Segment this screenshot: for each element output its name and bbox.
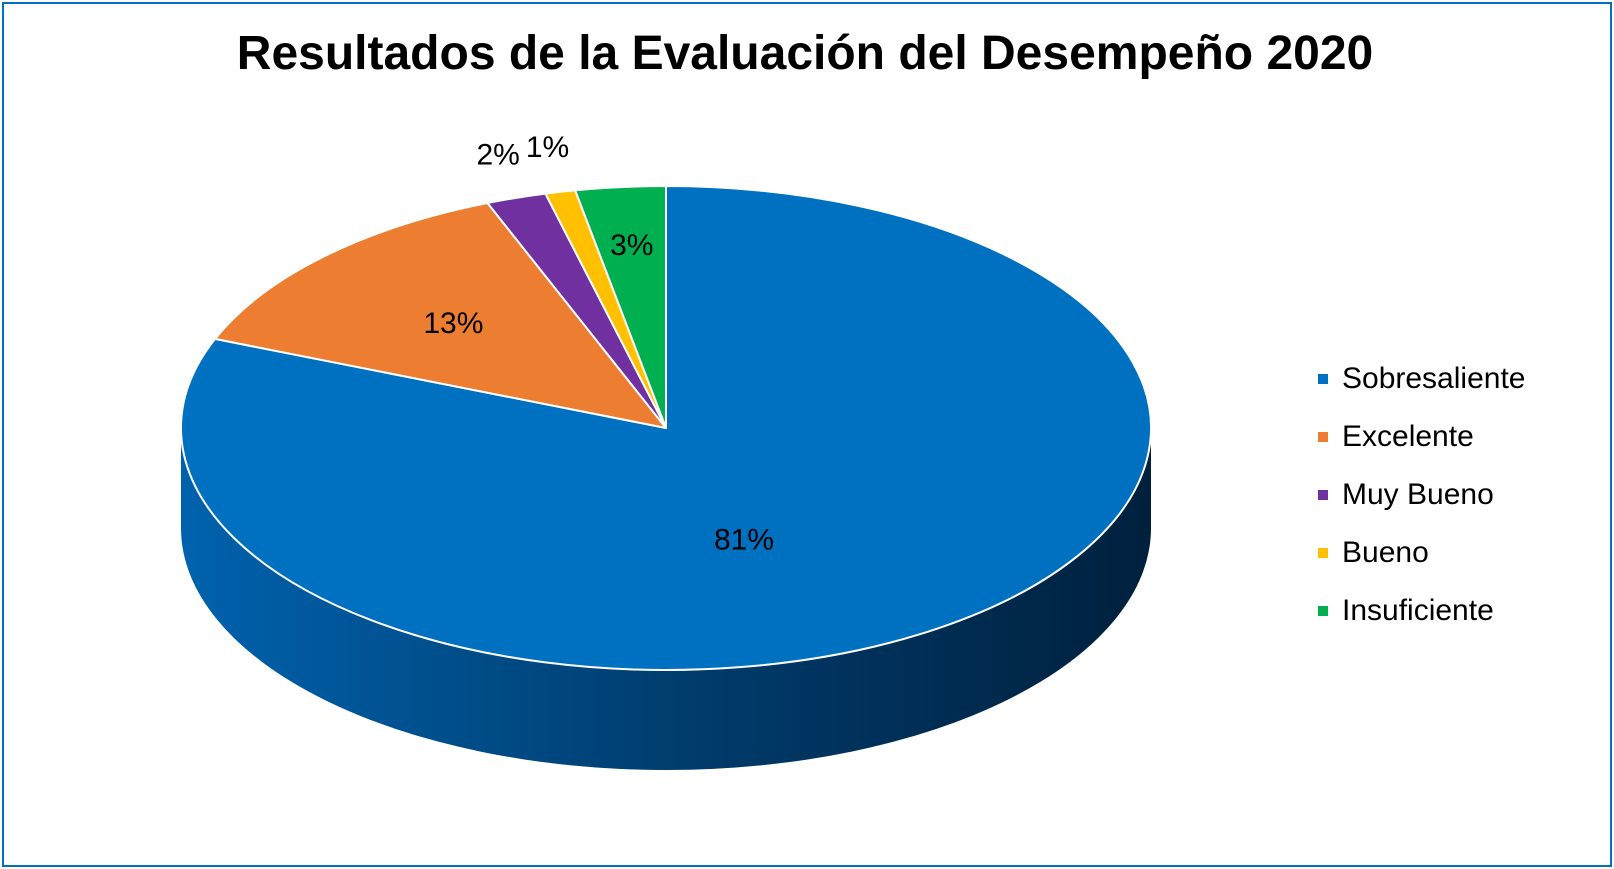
data-label-bueno: 1%: [526, 131, 569, 164]
pie-slice-excelente: [214, 201, 667, 429]
legend-item-insuficiente: Insuficiente: [1318, 582, 1525, 640]
chart-title: Resultados de la Evaluación del Desempeñ…: [236, 27, 1374, 80]
legend-item-muy-bueno: Muy Bueno: [1318, 466, 1525, 524]
pie-side-wall: [181, 428, 1151, 770]
legend-label-muy-bueno: Muy Bueno: [1342, 478, 1494, 511]
legend-item-excelente: Excelente: [1318, 408, 1525, 466]
legend-item-bueno: Bueno: [1318, 524, 1525, 582]
data-label-insuficiente: 3%: [610, 229, 653, 262]
legend-swatch-sobresaliente: [1318, 374, 1328, 384]
legend-swatch-excelente: [1318, 432, 1328, 442]
legend-swatch-bueno: [1318, 548, 1328, 558]
pie-slice-insuficiente: [574, 185, 667, 429]
data-label-excelente: 13%: [423, 307, 483, 340]
legend-label-bueno: Bueno: [1342, 536, 1429, 569]
legend-swatch-insuficiente: [1318, 606, 1328, 616]
legend-item-sobresaliente: Sobresaliente: [1318, 350, 1525, 408]
legend-label-insuficiente: Insuficiente: [1342, 594, 1494, 627]
legend: Sobresaliente Excelente Muy Bueno Bueno …: [1318, 350, 1525, 640]
legend-label-sobresaliente: Sobresaliente: [1342, 362, 1526, 395]
legend-label-excelente: Excelente: [1342, 420, 1474, 453]
legend-swatch-muy-bueno: [1318, 490, 1328, 500]
data-label-sobresaliente: 81%: [714, 524, 774, 557]
pie-slice-sobresaliente: [180, 185, 1152, 671]
data-label-muy-bueno: 2%: [476, 138, 519, 171]
